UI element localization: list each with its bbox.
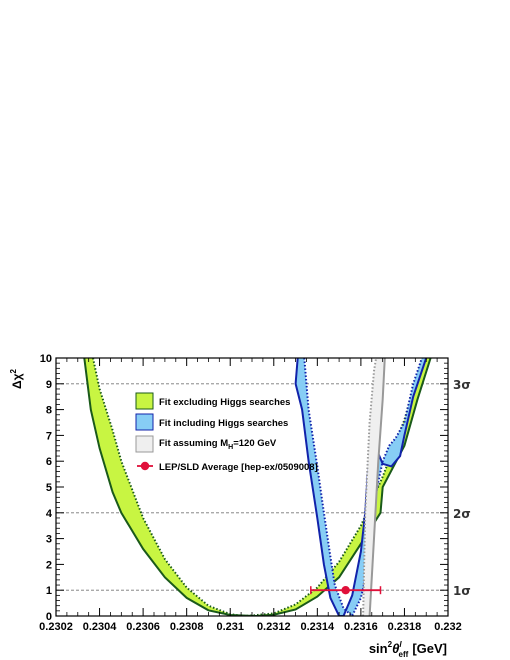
y-tick-label-10: 10 bbox=[40, 353, 52, 365]
x-title-theta: θ bbox=[392, 641, 399, 656]
y-tick-label-8: 8 bbox=[46, 405, 52, 417]
y-tick-label-4: 4 bbox=[46, 508, 53, 520]
x-title-unit: [GeV] bbox=[412, 641, 447, 656]
bands bbox=[83, 358, 432, 616]
y-tick-label-1: 1 bbox=[46, 585, 52, 597]
x-tick-label-3: 0.2308 bbox=[170, 621, 204, 633]
y-tick-label-9: 9 bbox=[46, 379, 52, 391]
x-tick-label-0: 0.2302 bbox=[39, 621, 73, 633]
y-tick-label-5: 5 bbox=[46, 482, 52, 494]
legend-label-lepsld: LEP/SLD Average [hep-ex/0509008] bbox=[159, 462, 318, 473]
legend: Fit excluding Higgs searches Fit includi… bbox=[135, 392, 318, 473]
x-tick-label-8: 0.2318 bbox=[388, 621, 422, 633]
y-tick-label-3: 3 bbox=[46, 534, 52, 546]
sigma-labels: 1σ 2σ 3σ bbox=[453, 378, 471, 598]
y-axis: 0 1 2 3 4 5 6 7 8 9 10 bbox=[40, 353, 448, 623]
x-tick-label-4: 0.231 bbox=[216, 621, 244, 633]
x-tick-label-2: 0.2306 bbox=[126, 621, 160, 633]
measurement-dot bbox=[341, 586, 350, 595]
band-fill-2 bbox=[295, 358, 427, 616]
x-title-sub: eff bbox=[399, 650, 409, 659]
x-tick-label-6: 0.2314 bbox=[301, 621, 336, 633]
y-tick-label-2: 2 bbox=[46, 559, 52, 571]
legend-swatch-incl bbox=[135, 413, 154, 431]
legend-label-incl: Fit including Higgs searches bbox=[159, 418, 288, 429]
legend-label-mh120-main: Fit assuming M bbox=[159, 438, 228, 449]
x-tick-label-1: 0.2304 bbox=[83, 621, 118, 633]
legend-marker-dot bbox=[140, 461, 150, 471]
legend-swatch-mh120 bbox=[135, 435, 154, 453]
band-fill-3 bbox=[363, 358, 385, 616]
band-solid-3 bbox=[368, 358, 386, 616]
legend-label-mh120-sub: H bbox=[228, 444, 233, 451]
sigma-label-1: 1σ bbox=[453, 584, 471, 598]
band-dotted-2 bbox=[303, 358, 423, 616]
sigma-label-3: 3σ bbox=[453, 378, 471, 392]
x-title-sup: 2 bbox=[388, 640, 393, 649]
x-title-sin: sin bbox=[369, 641, 388, 656]
y-title-main: Δχ bbox=[10, 373, 24, 389]
x-axis-title: sin2θl eff [GeV] bbox=[369, 640, 447, 659]
x-axis: 0.2302 0.2304 0.2306 0.2308 0.231 0.2312 0.231… bbox=[39, 358, 462, 633]
legend-label-mh120: Fit assuming MH=120 GeV bbox=[159, 438, 277, 451]
band-solid-2 bbox=[294, 358, 428, 616]
x-tick-label-7: 0.2316 bbox=[344, 621, 378, 633]
y-tick-label-0: 0 bbox=[46, 611, 52, 623]
x-title-theta-sup: l bbox=[399, 640, 402, 649]
legend-label-mh120-rest: =120 GeV bbox=[233, 438, 277, 449]
legend-label-excl: Fit excluding Higgs searches bbox=[159, 397, 290, 408]
y-tick-label-6: 6 bbox=[46, 456, 52, 468]
x-tick-label-9: 0.232 bbox=[434, 621, 462, 633]
x-tick-label-5: 0.2312 bbox=[257, 621, 291, 633]
y-title-sup: 2 bbox=[9, 368, 18, 373]
band-dotted-3 bbox=[362, 358, 378, 616]
legend-swatch-excl bbox=[135, 392, 154, 410]
y-tick-label-7: 7 bbox=[46, 430, 52, 442]
measurement-point bbox=[310, 586, 382, 595]
sigma-label-2: 2σ bbox=[453, 507, 471, 521]
band-solid-1 bbox=[83, 358, 432, 616]
y-axis-title: Δχ2 bbox=[9, 368, 24, 389]
band-dotted-1 bbox=[92, 358, 423, 616]
